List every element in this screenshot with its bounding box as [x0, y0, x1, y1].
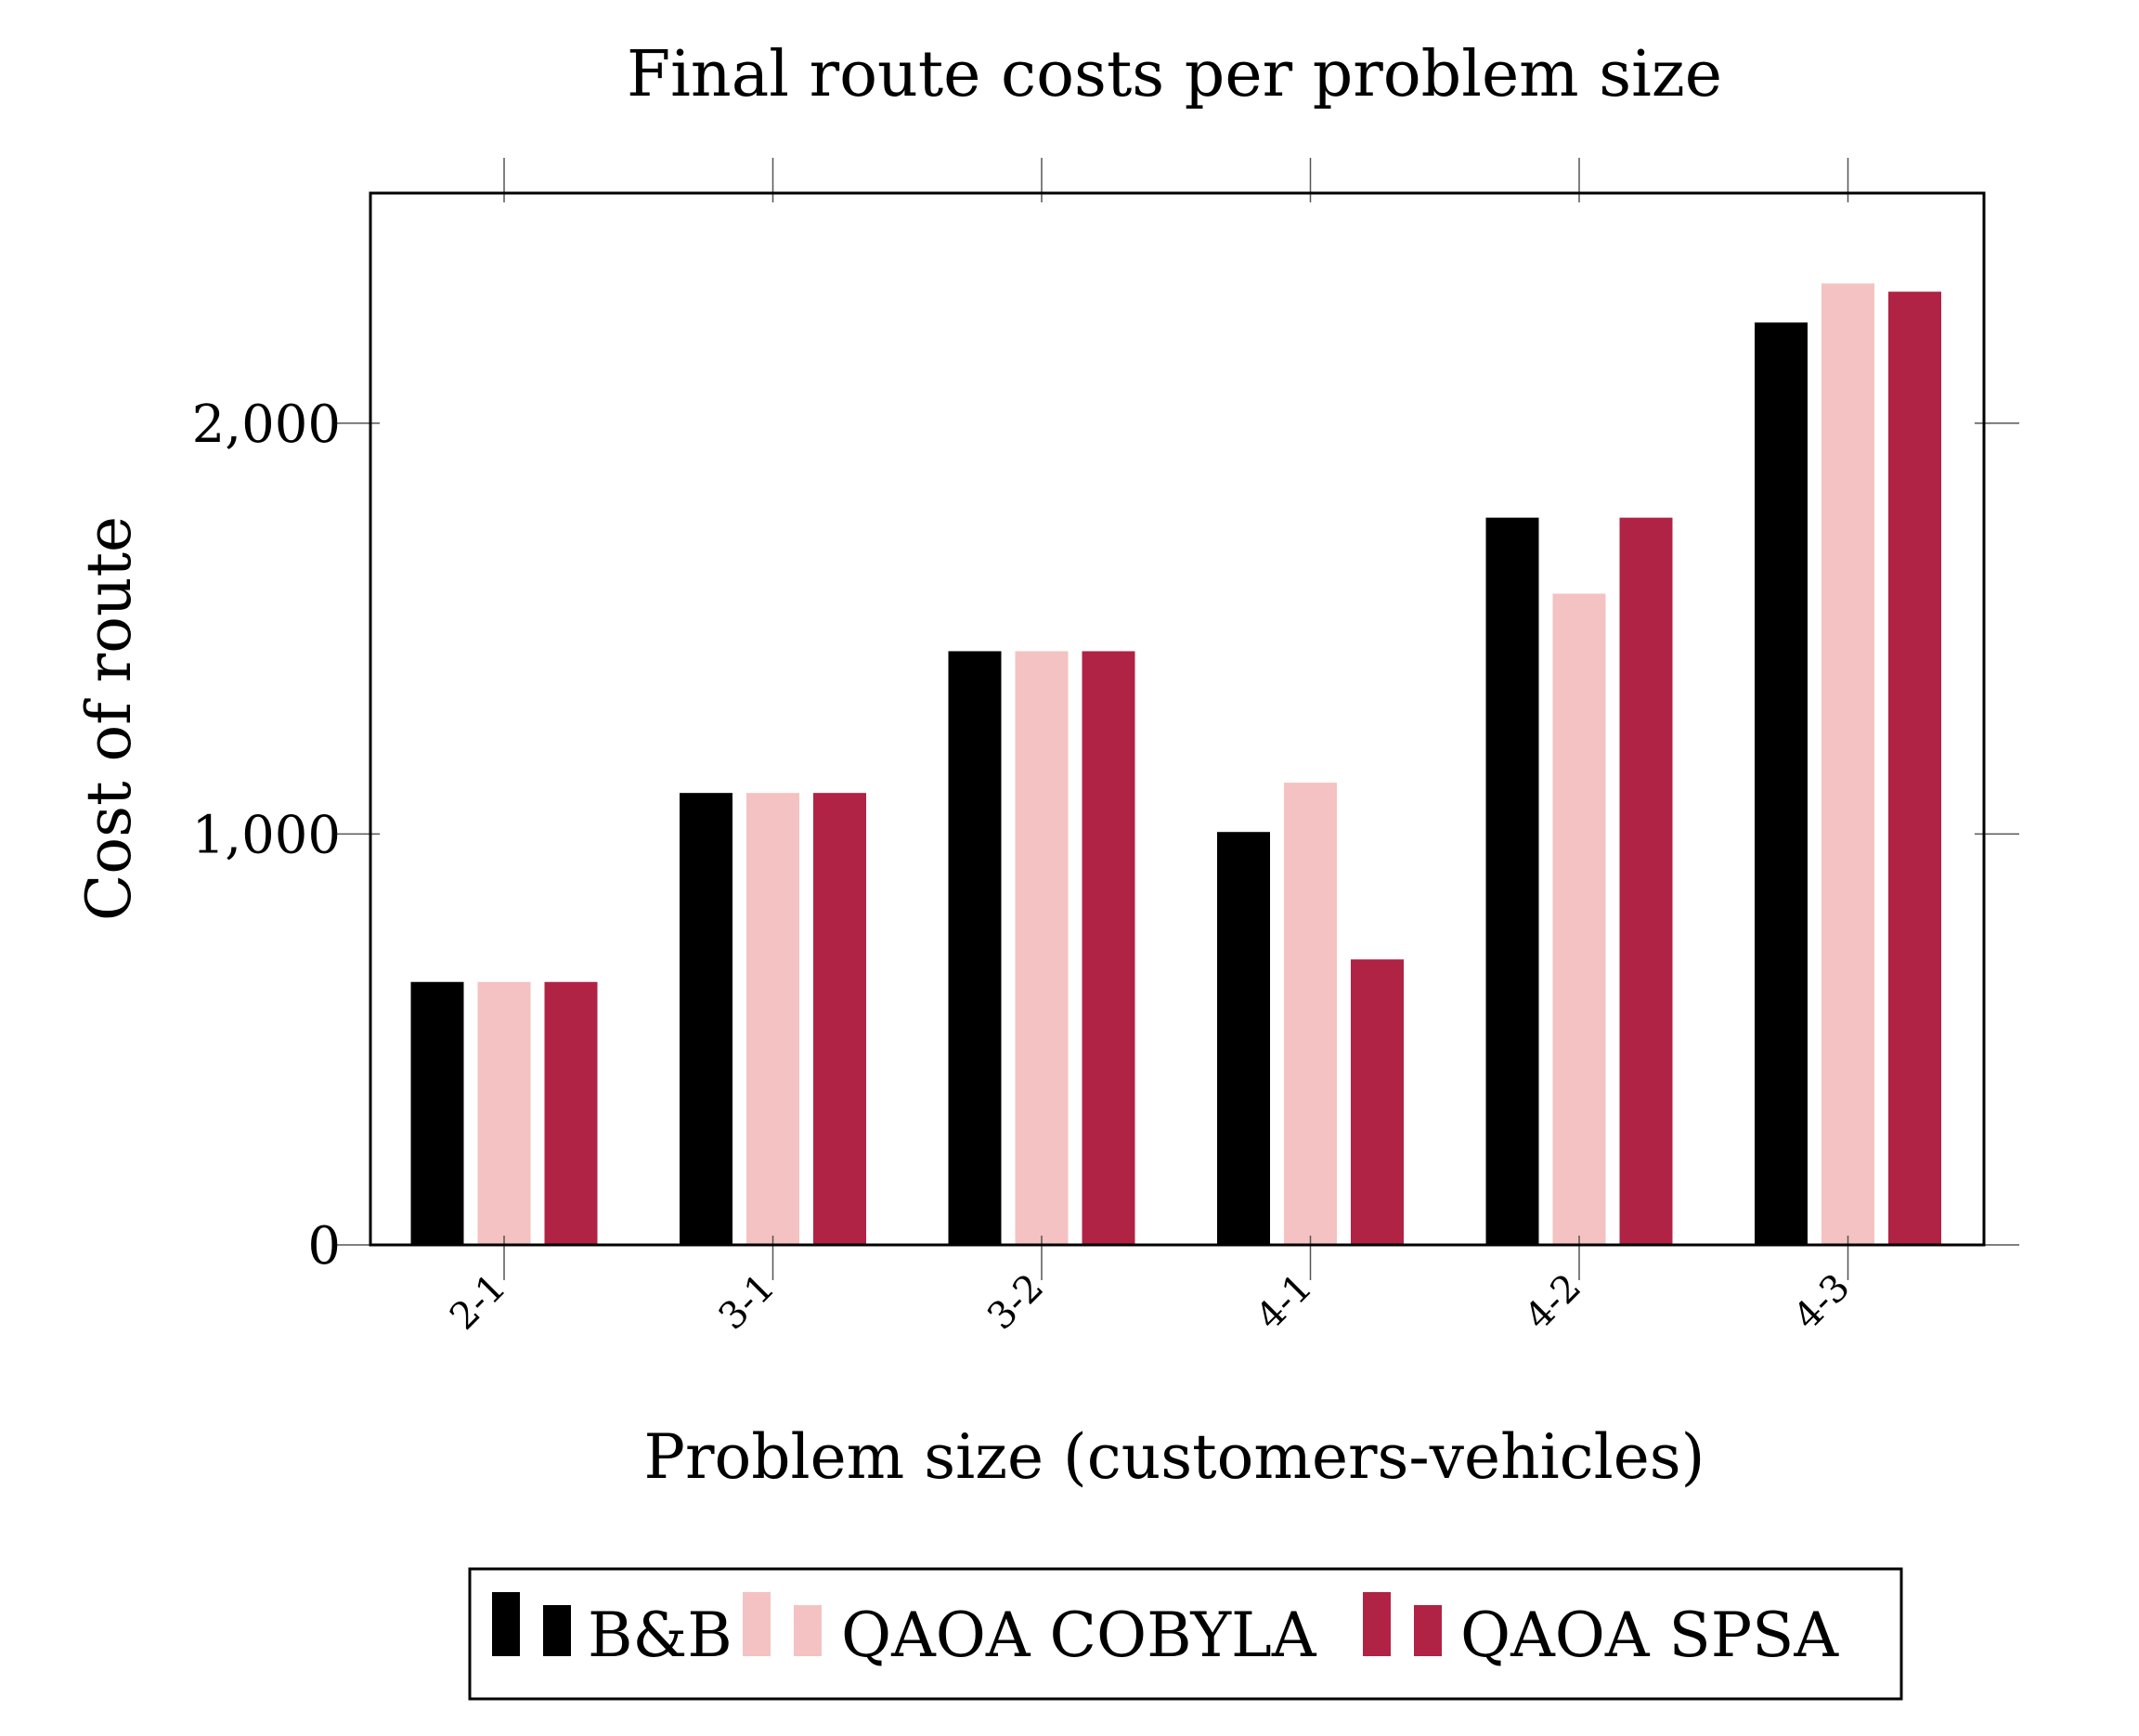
bar-2-1-b-b: [410, 981, 464, 1245]
legend-swatch-qaoa-spsa: [1363, 1592, 1391, 1656]
bar-4-1-b-b: [1217, 832, 1270, 1245]
bar-4-2-qaoa-spsa: [1619, 517, 1673, 1245]
legend-swatch-qaoa-spsa-small: [1414, 1605, 1442, 1656]
bar-4-2-b-b: [1485, 517, 1539, 1245]
legend-swatch-qaoa-cobyla-small: [794, 1605, 822, 1656]
legend-swatch-b-b-small: [543, 1605, 571, 1656]
bar-4-3-qaoa-spsa: [1888, 291, 1941, 1245]
legend-swatch-b-b: [492, 1592, 520, 1656]
y-tick-label: 1,000: [192, 805, 341, 865]
legend-label-qaoa-spsa: QAOA SPSA: [1460, 1600, 1839, 1671]
plot-frame: [369, 191, 1986, 1247]
bar-4-3-b-b: [1755, 322, 1808, 1245]
y-axis-label: Cost of route: [73, 516, 145, 921]
bar-3-2-b-b: [948, 651, 1002, 1245]
bar-4-1-qaoa-spsa: [1351, 959, 1404, 1245]
bar-4-3-qaoa-cobyla: [1821, 283, 1874, 1245]
bars-group: [410, 283, 1941, 1245]
bar-2-1-qaoa-spsa: [544, 981, 598, 1245]
bar-3-1-qaoa-spsa: [813, 793, 866, 1245]
legend: B&B QAOA COBYLA QAOA SPSA: [468, 1567, 1903, 1701]
legend-label-b-b: B&B: [588, 1600, 732, 1671]
legend-label-qaoa-cobyla: QAOA COBYLA: [841, 1600, 1317, 1671]
legend-swatch-qaoa-cobyla: [743, 1592, 771, 1656]
chart-title: Final route costs per problem size: [627, 38, 1722, 111]
bar-3-2-qaoa-cobyla: [1015, 651, 1069, 1245]
bar-2-1-qaoa-cobyla: [477, 981, 531, 1245]
bar-3-1-qaoa-cobyla: [746, 793, 799, 1245]
bar-3-1-b-b: [680, 793, 732, 1245]
bar-4-2-qaoa-cobyla: [1552, 593, 1606, 1245]
y-tick-label: 0: [307, 1216, 341, 1276]
legend-box: [468, 1567, 1903, 1701]
x-axis-label: Problem size (customers-vehicles): [644, 1421, 1705, 1493]
bar-3-2-qaoa-spsa: [1082, 651, 1135, 1245]
bar-4-1-qaoa-cobyla: [1284, 783, 1337, 1245]
y-tick-label: 2,000: [192, 395, 341, 455]
